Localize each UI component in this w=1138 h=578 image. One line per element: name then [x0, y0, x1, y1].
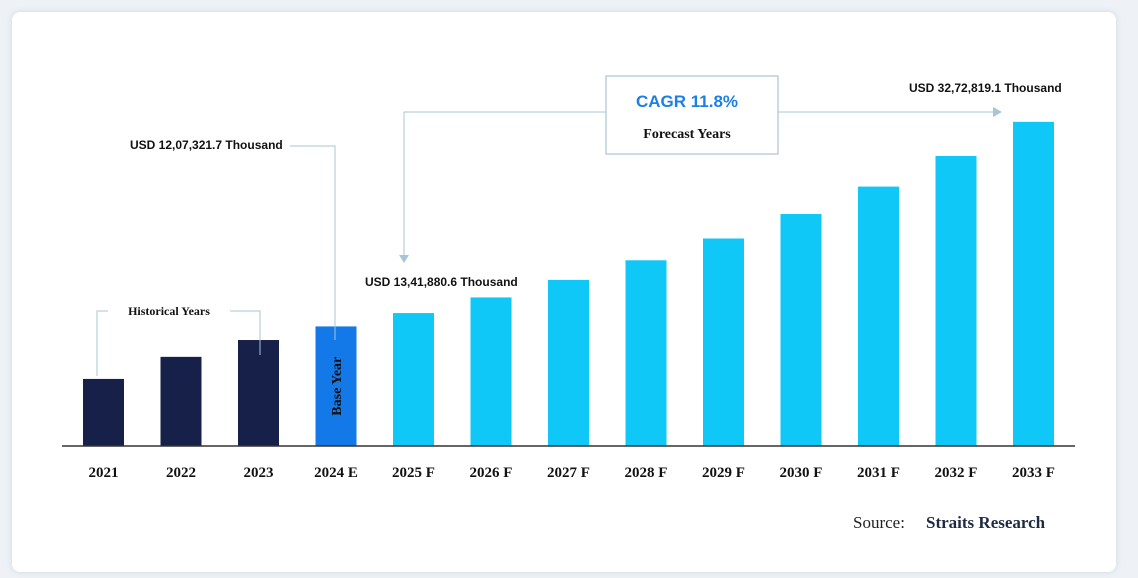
source-name: Straits Research — [926, 513, 1046, 532]
x-tick-label: 2033 F — [1012, 465, 1055, 481]
x-tick-label: 2025 F — [392, 465, 435, 481]
cagr-box — [605, 75, 779, 155]
cagr-left-arrow — [403, 111, 606, 256]
right-arrow-head-icon — [993, 107, 1002, 117]
bars-group — [83, 121, 1054, 447]
bar-2030-f — [780, 214, 822, 446]
x-tick-label: 2028 F — [625, 465, 668, 481]
bar-2025-f — [393, 313, 434, 446]
x-tick-label: 2026 F — [470, 465, 513, 481]
cagr-label: CAGR 11.8% — [636, 92, 738, 111]
bar-2029-f — [703, 238, 744, 446]
bar-2023 — [238, 340, 279, 446]
x-tick-label: 2029 F — [702, 465, 745, 481]
x-tick-label: 2022 — [166, 465, 196, 481]
x-tick-labels: 2021 2022 2023 2024 E 2025 F 2026 F 2027 F 2028… — [89, 465, 1055, 481]
base-year-value-label: USD 12,07,321.7 Thousand — [130, 138, 283, 152]
x-tick-label: 2032 F — [935, 465, 978, 481]
x-tick-label: 2024 E — [314, 465, 358, 481]
bar-2022 — [160, 356, 202, 446]
x-tick-label: 2030 F — [780, 465, 823, 481]
bar-2031-f — [858, 186, 899, 446]
bar-2021 — [83, 378, 124, 446]
forecast-years-label: Forecast Years — [643, 127, 731, 142]
base-year-bar-label: Base Year — [330, 357, 345, 416]
first-forecast-value-label: USD 13,41,880.6 Thousand — [365, 275, 518, 289]
bar-2028-f — [625, 260, 667, 446]
source-prefix: Source: — [853, 513, 905, 532]
bar-2024-e — [315, 326, 357, 446]
bar-2032-f — [935, 155, 977, 446]
final-value-label: USD 32,72,819.1 Thousand — [909, 81, 1062, 95]
x-tick-label: 2021 — [89, 465, 119, 481]
bar-2026-f — [470, 297, 512, 446]
base-year-connector — [290, 145, 336, 340]
x-tick-label: 2031 F — [857, 465, 900, 481]
historical-bracket — [96, 310, 261, 376]
bar-2033-f — [1013, 121, 1054, 447]
x-tick-label: 2023 — [244, 465, 274, 481]
bar-2027-f — [548, 279, 589, 446]
x-tick-label: 2027 F — [547, 465, 590, 481]
historical-years-label: Historical Years — [128, 304, 210, 318]
left-arrow-head-icon — [399, 255, 409, 263]
